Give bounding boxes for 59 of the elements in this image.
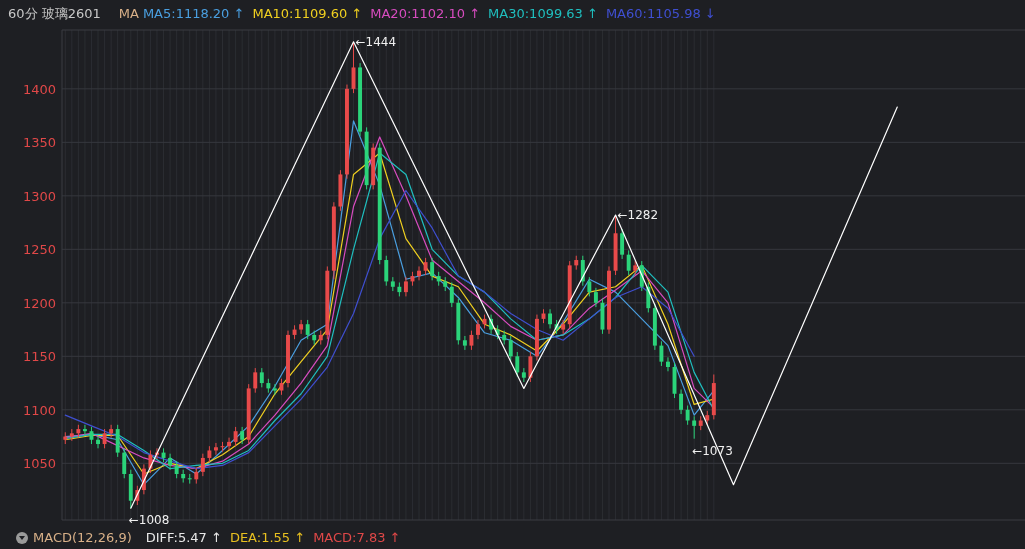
candlestick bbox=[666, 356, 670, 372]
text: MACD:7.83 ↑ bbox=[313, 530, 401, 545]
y-tick-label: 1300 bbox=[22, 188, 56, 204]
text: MACD(12,26,9) bbox=[33, 530, 132, 545]
candlestick bbox=[299, 319, 304, 335]
candlestick bbox=[82, 424, 87, 436]
candlestick bbox=[626, 249, 631, 276]
candlestick bbox=[168, 453, 173, 471]
candlestick bbox=[227, 437, 232, 451]
y-tick-label: 1200 bbox=[22, 295, 56, 311]
candlestick bbox=[430, 257, 435, 281]
candlestick bbox=[384, 255, 389, 287]
text: ←1282 bbox=[617, 208, 659, 223]
text: MA bbox=[118, 6, 139, 21]
candlestick bbox=[200, 453, 205, 477]
candlestick bbox=[96, 434, 100, 449]
candlestick bbox=[476, 319, 480, 340]
chart-title: 60分 玻璃2601 bbox=[8, 6, 101, 21]
candlestick bbox=[528, 351, 533, 383]
candlestick bbox=[685, 405, 690, 426]
candlestick bbox=[593, 287, 598, 308]
candlestick bbox=[272, 383, 277, 396]
text: MA20:1102.10 ↑ bbox=[370, 6, 481, 21]
candlestick bbox=[115, 424, 120, 458]
candlestick bbox=[679, 388, 684, 415]
text: MA60:1105.98 ↓ bbox=[605, 6, 716, 21]
y-tick-label: 1400 bbox=[22, 81, 56, 97]
text: MA30:1099.63 ↑ bbox=[488, 6, 598, 21]
candlestick bbox=[122, 447, 127, 479]
candlestick bbox=[213, 442, 218, 456]
text: MA10:1109.60 ↑ bbox=[252, 6, 363, 21]
text: ←1444 bbox=[355, 34, 397, 49]
candlestick bbox=[102, 428, 107, 449]
text: ←1008 bbox=[128, 513, 170, 528]
candlestick bbox=[462, 335, 467, 351]
candlestick bbox=[403, 276, 408, 297]
candlestick bbox=[508, 335, 513, 362]
candlestick bbox=[259, 367, 264, 388]
candlestick bbox=[659, 340, 664, 367]
y-tick-label: 1150 bbox=[22, 349, 56, 365]
y-tick-label: 1350 bbox=[22, 135, 56, 151]
candlestick bbox=[620, 228, 625, 260]
candlestick bbox=[449, 281, 454, 308]
candlestick bbox=[253, 367, 258, 394]
candlestick bbox=[187, 473, 192, 485]
candlestick bbox=[587, 276, 592, 297]
candlestick bbox=[469, 330, 474, 351]
text: MA5:1118.20 ↑ bbox=[142, 6, 245, 21]
candlestick bbox=[548, 308, 553, 329]
candlestick bbox=[305, 319, 310, 340]
y-tick-label: 1050 bbox=[22, 456, 56, 472]
candlestick bbox=[109, 424, 114, 439]
candlestick bbox=[692, 415, 697, 440]
text: DIFF:5.47 ↑ bbox=[145, 530, 222, 545]
y-tick-label: 1250 bbox=[22, 242, 56, 258]
text: DEA:1.55 ↑ bbox=[229, 530, 306, 545]
y-tick-label: 1100 bbox=[22, 402, 56, 418]
candlestick bbox=[233, 426, 238, 447]
candlestick bbox=[417, 265, 421, 281]
